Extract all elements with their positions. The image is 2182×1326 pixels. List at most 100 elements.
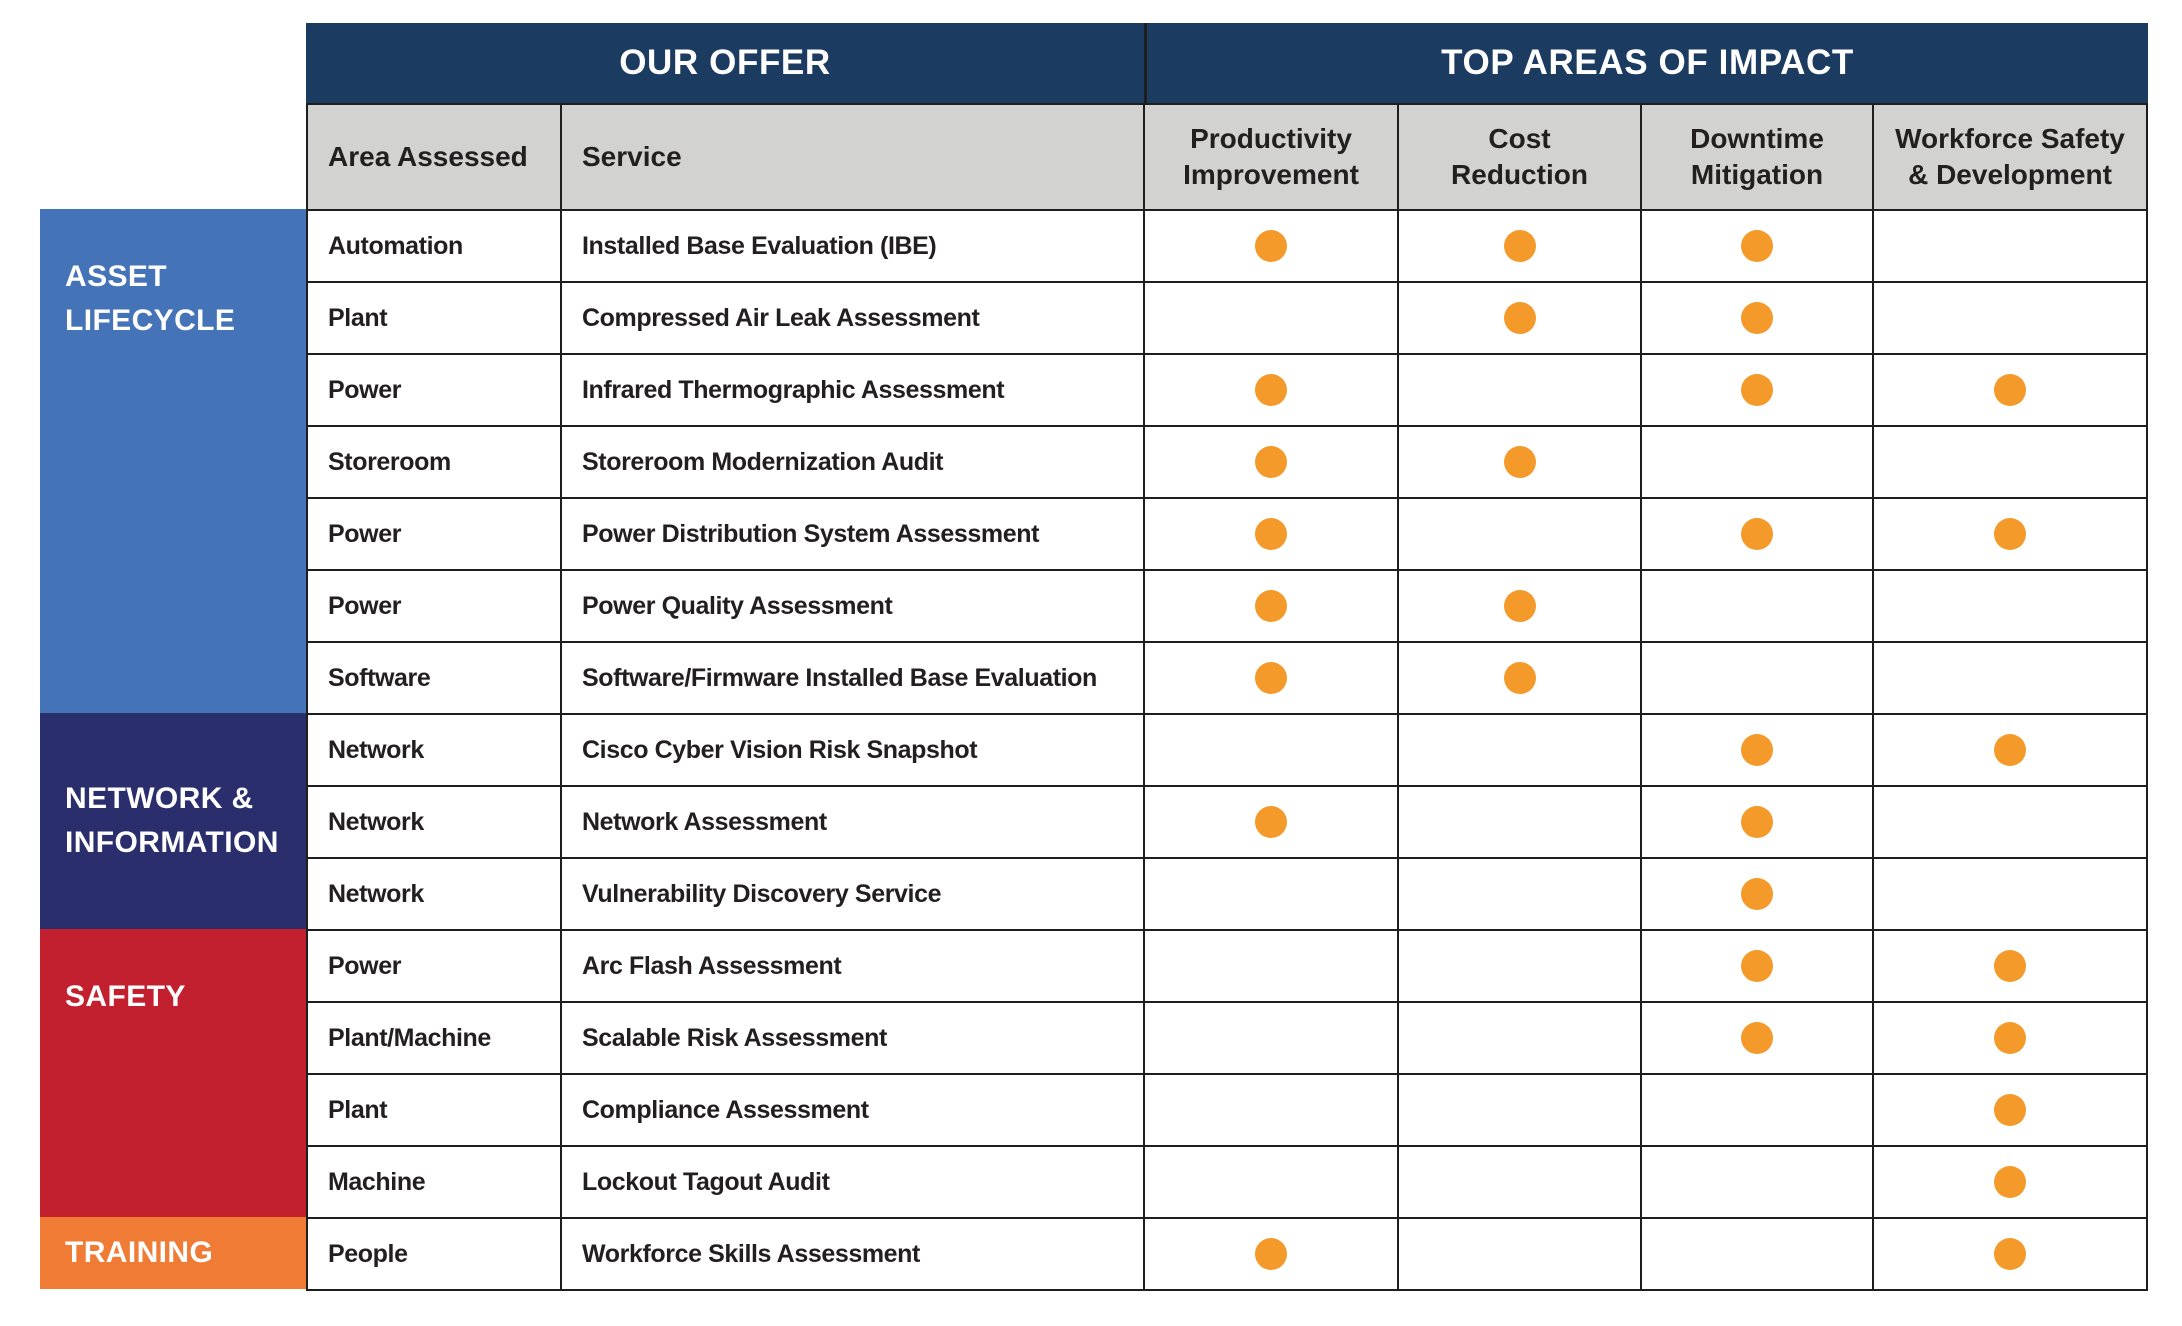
impact-cell-workforce-safety-development xyxy=(1874,1075,2148,1147)
impact-dot xyxy=(1994,734,2026,766)
impact-cell-productivity-improvement xyxy=(1145,211,1399,283)
impact-dot xyxy=(1994,518,2026,550)
impact-dot xyxy=(1741,734,1773,766)
impact-dot xyxy=(1994,1094,2026,1126)
impact-cell-productivity-improvement xyxy=(1145,1003,1399,1075)
service-cell: Power Quality Assessment xyxy=(562,571,1145,643)
impact-dot xyxy=(1741,1022,1773,1054)
impact-matrix-table: OUR OFFER TOP AREAS OF IMPACT Area Asses… xyxy=(306,23,2148,1291)
top-areas-label: TOP AREAS OF IMPACT xyxy=(1441,43,1854,83)
impact-dot xyxy=(1994,1166,2026,1198)
col-header-cost-reduction-line: Cost xyxy=(1488,121,1550,157)
impact-dot xyxy=(1741,374,1773,406)
category-network-information: NETWORK &INFORMATION xyxy=(40,713,306,929)
impact-dot xyxy=(1255,446,1287,478)
impact-cell-workforce-safety-development xyxy=(1874,787,2148,859)
impact-dot xyxy=(1994,374,2026,406)
category-training: TRAINING xyxy=(40,1217,306,1289)
col-header-workforce-safety-development: Workforce Safety& Development xyxy=(1874,105,2148,211)
impact-cell-downtime-mitigation xyxy=(1642,1147,1874,1219)
category-label-line: NETWORK & xyxy=(65,777,306,821)
service-cell: Network Assessment xyxy=(562,787,1145,859)
impact-cell-downtime-mitigation xyxy=(1642,499,1874,571)
col-header-workforce-safety-development-line: Workforce Safety xyxy=(1895,121,2125,157)
area-cell: Power xyxy=(308,571,562,643)
impact-cell-productivity-improvement xyxy=(1145,499,1399,571)
impact-cell-cost-reduction xyxy=(1399,787,1642,859)
impact-cell-downtime-mitigation xyxy=(1642,859,1874,931)
impact-cell-productivity-improvement xyxy=(1145,787,1399,859)
impact-cell-cost-reduction xyxy=(1399,283,1642,355)
impact-cell-workforce-safety-development xyxy=(1874,859,2148,931)
service-cell: Software/Firmware Installed Base Evaluat… xyxy=(562,643,1145,715)
impact-cell-cost-reduction xyxy=(1399,859,1642,931)
our-offer-header: OUR OFFER xyxy=(306,23,1144,103)
impact-dot xyxy=(1994,950,2026,982)
impact-cell-downtime-mitigation xyxy=(1642,715,1874,787)
impact-cell-downtime-mitigation xyxy=(1642,571,1874,643)
service-cell: Compliance Assessment xyxy=(562,1075,1145,1147)
impact-dot xyxy=(1741,950,1773,982)
impact-cell-workforce-safety-development xyxy=(1874,643,2148,715)
impact-cell-workforce-safety-development xyxy=(1874,427,2148,499)
impact-cell-cost-reduction xyxy=(1399,571,1642,643)
service-cell: Workforce Skills Assessment xyxy=(562,1219,1145,1291)
service-cell: Cisco Cyber Vision Risk Snapshot xyxy=(562,715,1145,787)
col-header-workforce-safety-development-line: & Development xyxy=(1908,157,2112,193)
service-cell: Infrared Thermographic Assessment xyxy=(562,355,1145,427)
col-header-cost-reduction-line: Reduction xyxy=(1451,157,1588,193)
category-label-line: ASSET xyxy=(65,255,306,299)
service-cell: Compressed Air Leak Assessment xyxy=(562,283,1145,355)
impact-cell-cost-reduction xyxy=(1399,1003,1642,1075)
service-cell: Installed Base Evaluation (IBE) xyxy=(562,211,1145,283)
col-header-productivity-improvement-line: Productivity xyxy=(1190,121,1352,157)
category-label-line: TRAINING xyxy=(65,1231,306,1275)
service-cell: Power Distribution System Assessment xyxy=(562,499,1145,571)
category-label-line: SAFETY xyxy=(65,975,306,1019)
impact-dot xyxy=(1504,590,1536,622)
impact-cell-productivity-improvement xyxy=(1145,931,1399,1003)
impact-dot xyxy=(1255,518,1287,550)
area-cell: People xyxy=(308,1219,562,1291)
category-safety: SAFETY xyxy=(40,929,306,1217)
impact-cell-downtime-mitigation xyxy=(1642,643,1874,715)
area-cell: Network xyxy=(308,859,562,931)
impact-dot xyxy=(1255,1238,1287,1270)
impact-cell-downtime-mitigation xyxy=(1642,1219,1874,1291)
impact-cell-downtime-mitigation xyxy=(1642,427,1874,499)
impact-cell-workforce-safety-development xyxy=(1874,715,2148,787)
category-asset-lifecycle: ASSETLIFECYCLE xyxy=(40,209,306,713)
impact-cell-downtime-mitigation xyxy=(1642,211,1874,283)
category-label-line: LIFECYCLE xyxy=(65,299,306,343)
impact-cell-downtime-mitigation xyxy=(1642,355,1874,427)
impact-cell-productivity-improvement xyxy=(1145,643,1399,715)
impact-cell-productivity-improvement xyxy=(1145,1075,1399,1147)
impact-cell-downtime-mitigation xyxy=(1642,1075,1874,1147)
impact-cell-cost-reduction xyxy=(1399,643,1642,715)
service-cell: Vulnerability Discovery Service xyxy=(562,859,1145,931)
area-cell: Automation xyxy=(308,211,562,283)
impact-cell-downtime-mitigation xyxy=(1642,931,1874,1003)
impact-dot xyxy=(1741,806,1773,838)
impact-cell-downtime-mitigation xyxy=(1642,1003,1874,1075)
col-header-downtime-mitigation: DowntimeMitigation xyxy=(1642,105,1874,211)
impact-cell-productivity-improvement xyxy=(1145,427,1399,499)
impact-cell-workforce-safety-development xyxy=(1874,1147,2148,1219)
col-header-area-assessed: Area Assessed xyxy=(308,105,562,211)
impact-dot xyxy=(1741,302,1773,334)
impact-cell-downtime-mitigation xyxy=(1642,283,1874,355)
impact-dot xyxy=(1504,230,1536,262)
impact-dot xyxy=(1504,302,1536,334)
impact-cell-cost-reduction xyxy=(1399,1075,1642,1147)
impact-cell-cost-reduction xyxy=(1399,499,1642,571)
impact-dot xyxy=(1255,662,1287,694)
impact-cell-productivity-improvement xyxy=(1145,715,1399,787)
impact-cell-productivity-improvement xyxy=(1145,1219,1399,1291)
service-cell: Lockout Tagout Audit xyxy=(562,1147,1145,1219)
impact-cell-workforce-safety-development xyxy=(1874,211,2148,283)
area-cell: Power xyxy=(308,931,562,1003)
impact-dot xyxy=(1255,806,1287,838)
top-areas-header: TOP AREAS OF IMPACT xyxy=(1147,23,2148,103)
impact-cell-workforce-safety-development xyxy=(1874,499,2148,571)
impact-cell-productivity-improvement xyxy=(1145,283,1399,355)
